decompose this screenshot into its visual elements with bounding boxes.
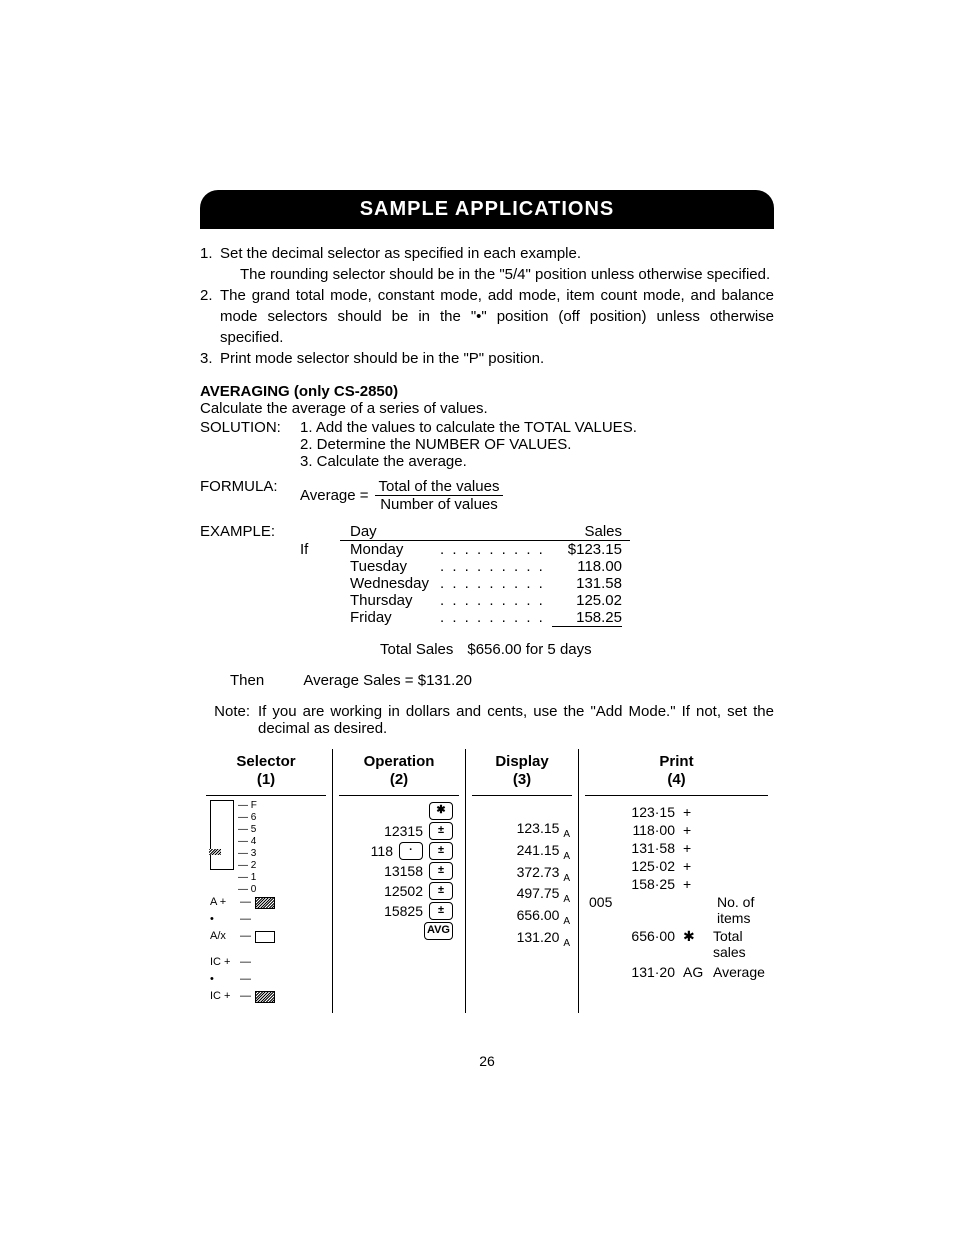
- solution-label: SOLUTION:: [200, 419, 300, 436]
- operation-rows: ✱12315±118·±13158±12502±15825±AVG: [339, 796, 459, 940]
- key-button: ±: [429, 822, 453, 840]
- col-display-head: Display(3): [472, 753, 572, 796]
- formula-block: Average = Total of the values Number of …: [300, 478, 774, 513]
- col-operation-head: Operation(2): [339, 753, 459, 796]
- example-table: Day Sales Monday . . . . . . . . . . . .…: [340, 523, 630, 627]
- setup-item: 1.Set the decimal selector as specified …: [200, 243, 774, 285]
- solution-step: 1. Add the values to calculate the TOTAL…: [300, 419, 774, 436]
- operation-row: 12315±: [339, 822, 459, 840]
- print-row: 123·15+: [585, 804, 768, 820]
- formula-lhs: Average =: [300, 487, 369, 504]
- operation-row: 13158±: [339, 862, 459, 880]
- operation-row: 15825±: [339, 902, 459, 920]
- solution-step: 2. Determine the NUMBER OF VALUES.: [300, 436, 774, 453]
- setup-item: 3.Print mode selector should be in the "…: [200, 348, 774, 369]
- col-sales: Sales: [470, 523, 630, 540]
- solution-steps: 1. Add the values to calculate the TOTAL…: [300, 419, 774, 470]
- total-value: $656.00 for 5 days: [467, 641, 591, 658]
- print-row: 131·58+: [585, 840, 768, 856]
- display-row: 372.73 A: [472, 864, 572, 884]
- key-button: ✱: [429, 802, 453, 820]
- display-row: 656.00 A: [472, 907, 572, 927]
- selector-mode: A/x—: [210, 930, 326, 943]
- operation-row: ✱: [339, 802, 459, 820]
- print-row: 125·02+: [585, 858, 768, 874]
- note-label: Note:: [200, 703, 258, 737]
- example-row: Thursday . . . . . . . . . . . . . . . .…: [340, 592, 630, 609]
- print-row: 656·00✱Total sales: [585, 928, 768, 960]
- selector-mode: •—: [210, 973, 326, 986]
- example-row: Tuesday . . . . . . . . . . . . . . . . …: [340, 558, 630, 575]
- example-label: EXAMPLE:: [200, 523, 300, 540]
- print-row: 158·25+: [585, 876, 768, 892]
- display-row: [472, 802, 572, 818]
- key-button: ±: [429, 842, 453, 860]
- key-button: ·: [399, 842, 423, 860]
- formula-label: FORMULA:: [200, 478, 300, 495]
- col-day: Day: [340, 523, 470, 540]
- page-number: 26: [200, 1053, 774, 1069]
- setup-item: 2.The grand total mode, constant mode, a…: [200, 285, 774, 348]
- display-row: 497.75 A: [472, 885, 572, 905]
- setup-list: 1.Set the decimal selector as specified …: [200, 243, 774, 369]
- operation-row: 118·±: [339, 842, 459, 860]
- example-row: Wednesday . . . . . . . . . . . . . . . …: [340, 575, 630, 592]
- key-button: AVG: [424, 922, 453, 940]
- col-selector-head: Selector(1): [206, 753, 326, 796]
- display-row: 131.20 A: [472, 929, 572, 949]
- solution-step: 3. Calculate the average.: [300, 453, 774, 470]
- operation-row: 12502±: [339, 882, 459, 900]
- display-rows: 123.15 A241.15 A372.73 A497.75 A656.00 A…: [472, 796, 572, 949]
- operation-row: AVG: [339, 922, 459, 940]
- total-label: Total Sales: [380, 641, 453, 658]
- key-button: ±: [429, 902, 453, 920]
- total-line: Total Sales $656.00 for 5 days: [200, 641, 774, 658]
- formula-top: Total of the values: [375, 478, 504, 496]
- example-row: Monday . . . . . . . . . . . . . . . . .…: [340, 541, 630, 558]
- if-label: If: [300, 523, 340, 627]
- key-button: ±: [429, 882, 453, 900]
- print-row: 005No. of items: [585, 894, 768, 926]
- section-banner: SAMPLE APPLICATIONS: [200, 190, 774, 229]
- averaging-intro: Calculate the average of a series of val…: [200, 400, 774, 417]
- selector-mode: A +—: [210, 896, 326, 909]
- display-row: 241.15 A: [472, 842, 572, 862]
- key-button: ±: [429, 862, 453, 880]
- col-print-head: Print(4): [585, 753, 768, 796]
- print-rows: 123·15+ 118·00+ 131·58+ 125·02+ 158·25+ 005No…: [585, 796, 768, 980]
- selector-mode: IC +—: [210, 990, 326, 1003]
- selector-mode: IC +—: [210, 956, 326, 969]
- averaging-heading: AVERAGING (only CS-2850): [200, 383, 774, 400]
- example-row: Friday . . . . . . . . . . . . . . . . .…: [340, 609, 630, 626]
- formula-bot: Number of values: [375, 496, 504, 513]
- selector-mode: •—: [210, 913, 326, 926]
- print-row: 131·20AGAverage: [585, 964, 768, 980]
- then-value: Average Sales = $131.20: [303, 672, 472, 689]
- print-row: 118·00+: [585, 822, 768, 838]
- then-label: Then: [230, 672, 300, 689]
- note-text: If you are working in dollars and cents,…: [258, 703, 774, 737]
- display-row: 123.15 A: [472, 820, 572, 840]
- computation-table: Selector(1) F6543210 A +—•—A/x— IC +—•—I…: [200, 749, 774, 1013]
- selector-graphic: F6543210 A +—•—A/x— IC +—•—IC +—: [206, 796, 326, 1003]
